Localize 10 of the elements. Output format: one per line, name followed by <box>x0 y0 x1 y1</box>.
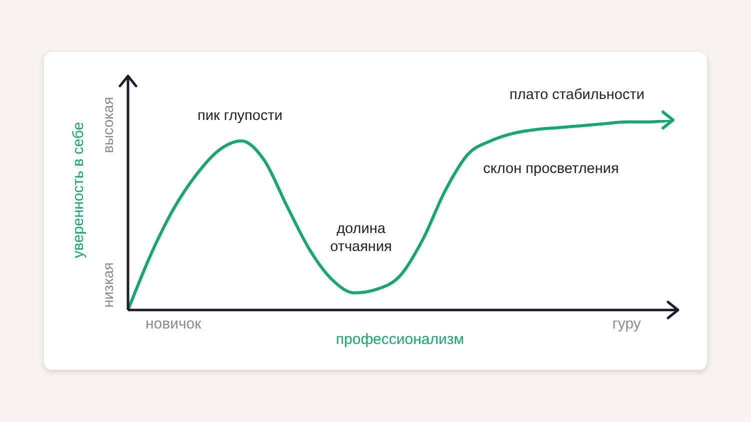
x-axis-title: профессионализм <box>334 331 466 348</box>
text: низкая <box>100 261 118 310</box>
x-tick-label: новичок <box>145 316 202 333</box>
annotation: долина отчаяния <box>329 220 393 256</box>
text: плато стабильности <box>508 86 646 104</box>
annotation: склон просветления <box>482 160 620 178</box>
annotation: пик глупости <box>196 107 284 125</box>
x-tick-label: гуру <box>612 316 642 333</box>
y-axis-title: уверенность в себе <box>70 120 88 260</box>
text: высокая <box>100 96 118 156</box>
